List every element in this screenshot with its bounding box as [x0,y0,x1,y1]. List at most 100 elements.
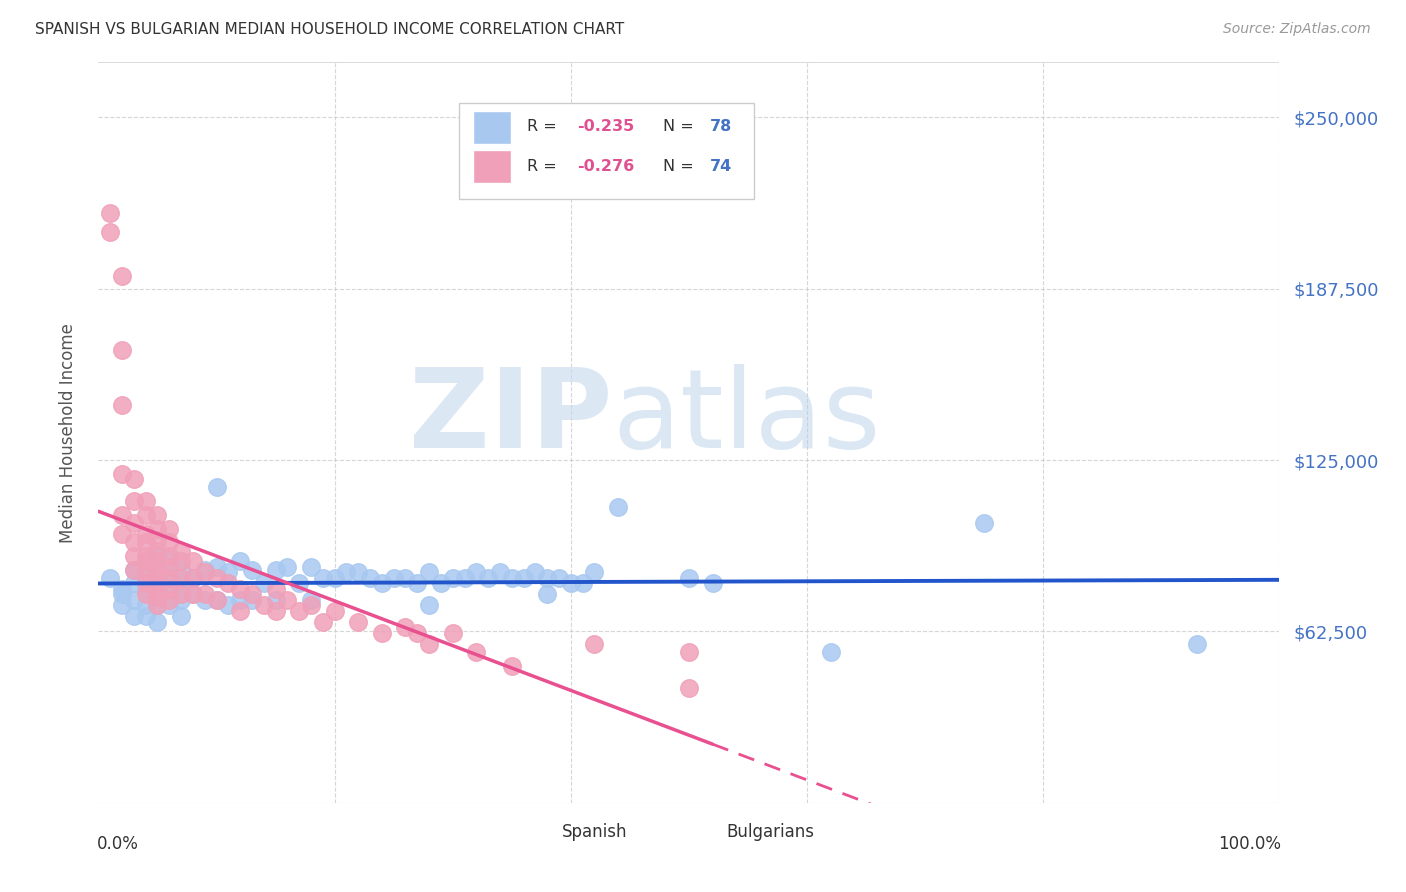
Point [678,571,700,585]
Point [548,571,571,585]
Point [157,582,180,596]
Point [264,604,287,618]
Point [441,571,464,585]
Point [146,582,169,596]
Text: 100.0%: 100.0% [1218,835,1281,853]
Point [678,681,700,695]
Text: 0.0%: 0.0% [97,835,139,853]
Text: 74: 74 [710,159,733,174]
Point [253,599,276,613]
Point [146,615,169,629]
Point [135,576,157,591]
FancyBboxPatch shape [689,819,718,847]
Point [170,554,193,568]
Point [512,571,534,585]
Text: atlas: atlas [612,364,880,471]
Point [135,554,157,568]
Point [347,566,370,580]
Point [347,615,370,629]
Text: Spanish: Spanish [561,823,627,841]
Point [1185,637,1208,651]
Point [135,587,157,601]
Text: SPANISH VS BULGARIAN MEDIAN HOUSEHOLD INCOME CORRELATION CHART: SPANISH VS BULGARIAN MEDIAN HOUSEHOLD IN… [35,22,624,37]
Point [194,563,217,577]
Point [524,566,547,580]
Point [111,599,134,613]
Point [170,593,193,607]
Text: -0.235: -0.235 [576,120,634,135]
Point [157,554,180,568]
Point [135,494,157,508]
Point [146,533,169,547]
Point [973,516,995,530]
FancyBboxPatch shape [472,111,510,144]
Point [170,563,193,577]
Point [111,467,134,481]
Point [157,582,180,596]
Point [607,500,630,514]
Point [229,554,252,568]
Point [135,549,157,563]
Point [465,566,488,580]
Point [335,566,357,580]
Point [371,625,394,640]
Point [299,593,322,607]
Point [217,599,239,613]
Text: R =: R = [527,159,562,174]
Point [170,609,193,624]
Point [240,587,263,601]
Point [98,206,121,220]
Point [111,343,134,358]
Point [157,535,180,549]
Point [323,571,346,585]
Point [111,398,134,412]
Point [205,593,228,607]
FancyBboxPatch shape [458,103,754,200]
Text: Source: ZipAtlas.com: Source: ZipAtlas.com [1223,22,1371,37]
Point [122,472,145,486]
Point [323,604,346,618]
Point [146,543,169,558]
Point [501,658,523,673]
Point [229,604,252,618]
Point [135,609,157,624]
Point [181,587,204,601]
Point [181,571,204,585]
Point [299,599,322,613]
Point [264,582,287,596]
Point [146,582,169,596]
Point [583,637,606,651]
Point [453,571,475,585]
Point [111,508,134,522]
Point [205,593,228,607]
Point [157,593,180,607]
Point [170,571,193,585]
Point [122,593,145,607]
Point [146,599,169,613]
Point [146,554,169,568]
Point [170,543,193,558]
Point [820,645,842,659]
Point [288,576,311,591]
Point [146,590,169,604]
FancyBboxPatch shape [523,819,553,847]
Point [536,571,558,585]
Point [264,563,287,577]
Point [288,604,311,618]
Text: ZIP: ZIP [409,364,612,471]
Point [135,582,157,596]
Point [217,576,239,591]
Point [240,563,263,577]
Text: R =: R = [527,120,562,135]
Point [122,549,145,563]
Point [406,576,429,591]
Point [205,560,228,574]
Text: N =: N = [664,159,699,174]
Point [122,576,145,591]
Point [418,637,440,651]
Point [560,576,582,591]
Point [501,571,523,585]
Point [229,582,252,596]
Point [98,571,121,585]
Point [122,563,145,577]
